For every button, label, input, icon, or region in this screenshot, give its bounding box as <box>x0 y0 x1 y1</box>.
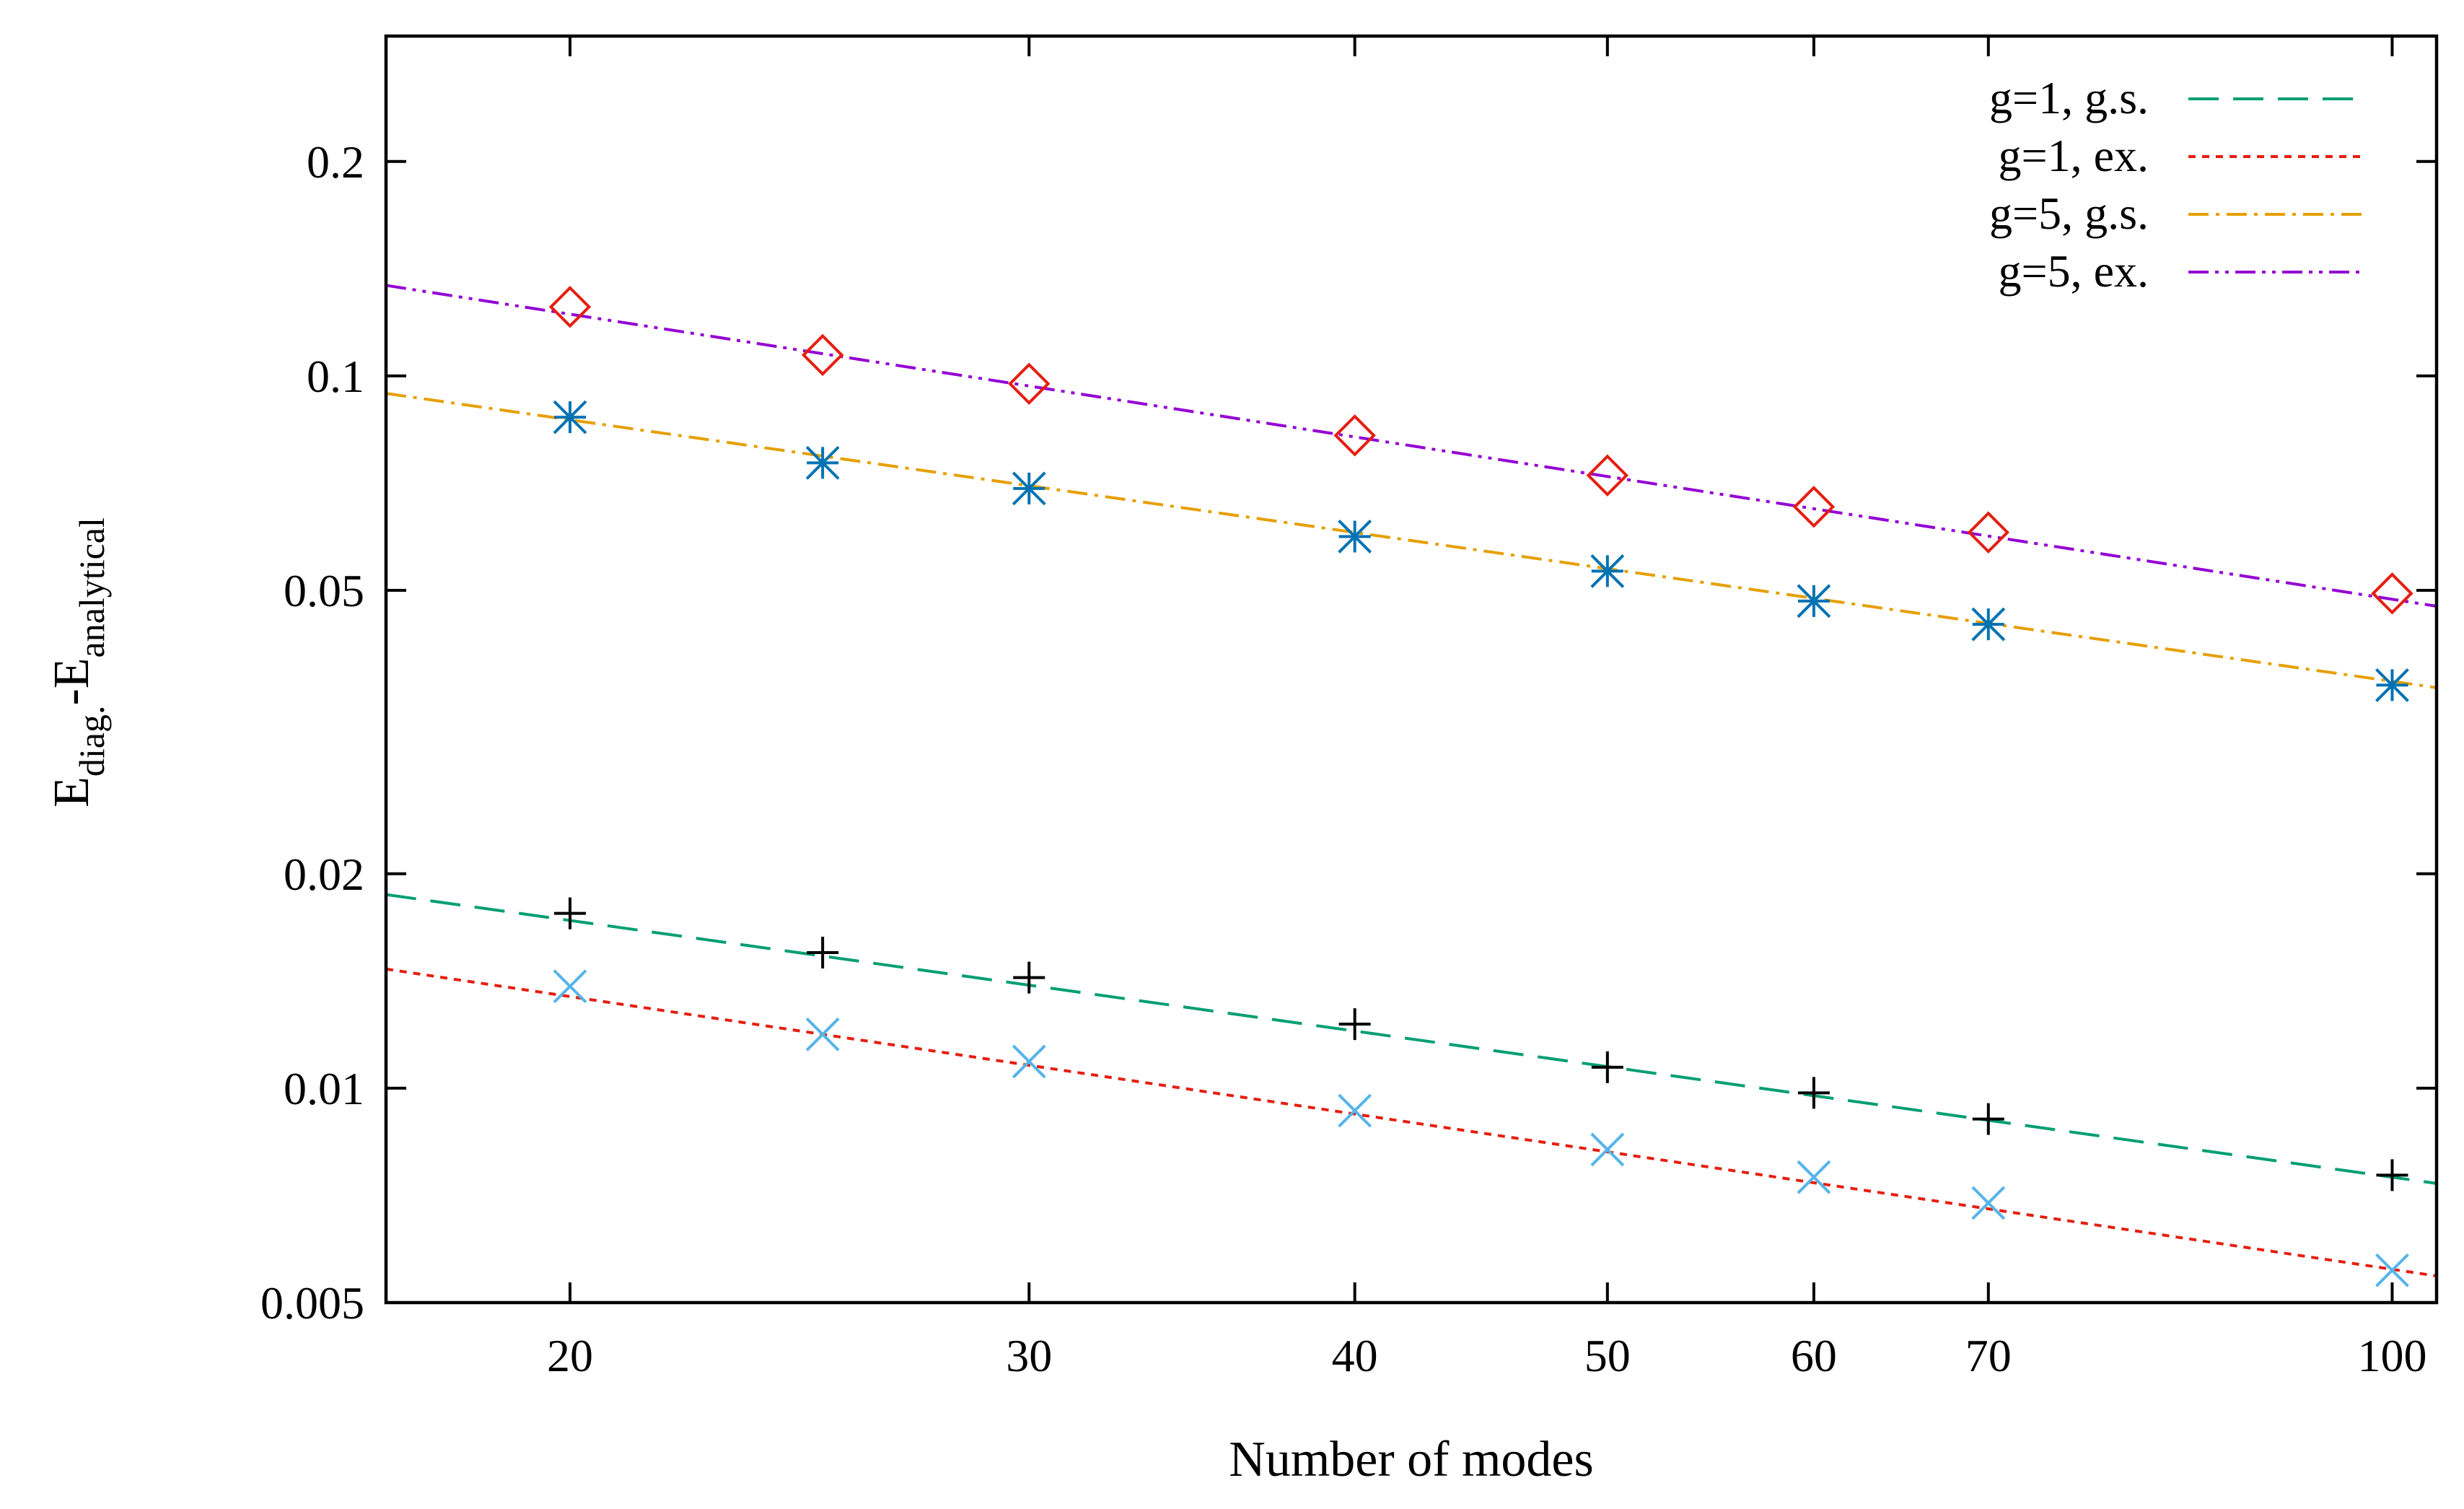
data-point <box>2375 1253 2409 1287</box>
data-point <box>801 333 844 377</box>
x-tick-label: 100 <box>2357 1330 2426 1381</box>
x-tick-label: 20 <box>547 1330 593 1381</box>
data-point <box>1797 1077 1830 1109</box>
data-point <box>805 1017 840 1051</box>
data-point <box>1008 362 1051 405</box>
y-tick-label: 0.2 <box>307 136 364 188</box>
fit-line <box>385 893 2437 1185</box>
legend-label: g=1, ex. <box>1999 130 2149 181</box>
data-point <box>1013 961 1045 994</box>
data-point <box>1797 1160 1831 1194</box>
data-point <box>1967 511 2010 554</box>
data-point <box>807 937 839 969</box>
fit-line <box>385 967 2437 1278</box>
data-point <box>1792 486 1836 528</box>
fit-line <box>385 392 2437 689</box>
x-tick-label: 60 <box>1791 1330 1837 1381</box>
data-point <box>1797 584 1831 618</box>
x-axis-title: Number of modes <box>1229 1432 1593 1487</box>
data-point <box>554 897 587 930</box>
data-point <box>2371 572 2413 615</box>
legend-label: g=5, g.s. <box>1989 188 2149 239</box>
data-point <box>1338 1093 1372 1128</box>
data-point <box>1333 414 1376 457</box>
data-point <box>1338 520 1372 554</box>
data-point <box>553 969 587 1004</box>
data-point <box>2375 668 2409 702</box>
x-tick-label: 50 <box>1584 1330 1631 1381</box>
legend-label: g=1, g.s. <box>1989 72 2149 123</box>
y-tick-label: 0.005 <box>260 1277 364 1329</box>
data-point <box>1971 1186 2006 1220</box>
data-point <box>1586 454 1629 497</box>
data-point <box>548 286 592 328</box>
data-point <box>1012 1044 1046 1079</box>
y-axis-title: Ediag.-Eanalytical <box>44 517 112 808</box>
x-tick-label: 70 <box>1965 1330 2012 1381</box>
data-point <box>1012 471 1046 506</box>
legend-label: g=5, ex. <box>1999 245 2149 297</box>
data-point <box>805 445 840 480</box>
data-point <box>553 400 587 434</box>
fit-lines <box>385 284 2437 1278</box>
plot-frame <box>384 34 2439 1305</box>
x-tick-label: 30 <box>1006 1330 1052 1381</box>
data-markers <box>548 286 2413 1287</box>
tick-labels: 20 30 40 50 60 70 100 0.005 0.01 0.02 0.05 0.1 0.2 <box>260 136 2426 1381</box>
y-tick-label: 0.02 <box>284 849 364 900</box>
data-point <box>1971 607 2006 642</box>
data-point <box>1590 554 1625 588</box>
data-point <box>1338 1008 1371 1041</box>
fit-line <box>385 284 2437 608</box>
data-point <box>1972 1103 2004 1135</box>
y-tick-label: 0.1 <box>307 351 364 402</box>
y-tick-label: 0.05 <box>284 565 364 616</box>
data-point <box>1591 1051 1623 1083</box>
data-point <box>2376 1159 2408 1191</box>
legend: g=1, g.s. g=1, ex. g=5, g.s. g=5, ex. <box>1989 72 2364 297</box>
data-point <box>1590 1132 1625 1167</box>
x-tick-label: 40 <box>1332 1330 1378 1381</box>
y-tick-label: 0.01 <box>284 1063 364 1114</box>
